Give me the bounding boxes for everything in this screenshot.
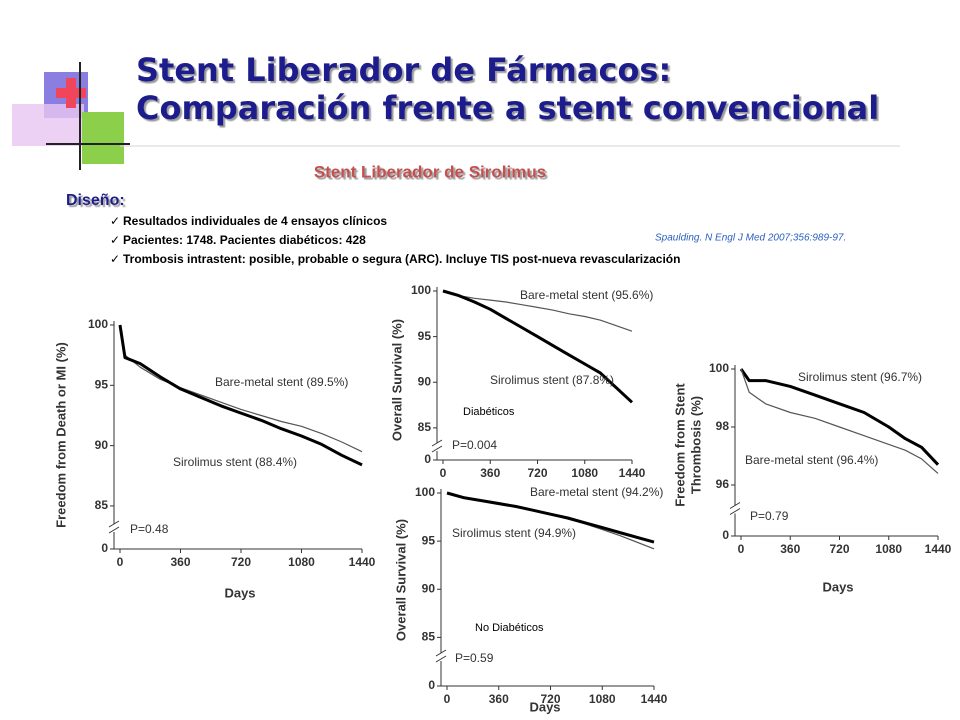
y-axis-label: Thrombosis (%) (688, 396, 703, 494)
x-tick-label: 1080 (589, 692, 616, 706)
y-axis-label: Overall Survival (%) (393, 519, 408, 641)
p-value: P=0.59 (455, 651, 494, 665)
x-tick-label: 1080 (875, 542, 902, 556)
x-tick-label: 0 (738, 542, 745, 556)
y-tick-label: 90 (95, 438, 109, 452)
axis-break (435, 649, 447, 663)
x-axis-label: Days (224, 585, 255, 600)
citation: Spaulding. N Engl J Med 2007;356:989-97. (655, 233, 846, 244)
p-value: P=0.79 (750, 509, 789, 523)
y-tick-label: 0 (101, 541, 108, 555)
title: Stent Liberador de Fármacos: (136, 51, 671, 89)
y-tick-label: 100 (88, 317, 108, 331)
survival-line (739, 368, 940, 466)
x-tick-label: 360 (170, 555, 190, 569)
x-tick-label: 1440 (641, 692, 668, 706)
logo (12, 62, 130, 170)
x-tick-label: 360 (780, 542, 800, 556)
y-tick-label: 0 (428, 678, 435, 692)
series-label: Sirolimus stent (88.4%) (173, 455, 297, 469)
survival-line (118, 324, 363, 467)
design-heading: Diseño: (66, 192, 125, 209)
x-tick-label: 720 (829, 542, 849, 556)
y-tick-label: 90 (418, 374, 432, 388)
axis-break (431, 439, 443, 453)
x-tick-label: 0 (444, 692, 451, 706)
bullet: Resultados individuales de 4 ensayos clí… (123, 214, 387, 228)
y-axis-label: Freedom from Death or MI (%) (53, 342, 68, 528)
x-tick-label: 720 (231, 555, 251, 569)
survival-line (442, 290, 633, 332)
y-tick-label: 95 (422, 533, 436, 547)
axis-break (108, 520, 120, 534)
y-tick-label: 98 (716, 419, 730, 433)
series-label: Bare-metal stent (95.6%) (520, 288, 653, 302)
y-axis-label: Freedom from Stent (672, 383, 687, 507)
x-tick-label: 1080 (571, 466, 598, 480)
x-tick-label: 0 (440, 466, 447, 480)
y-tick-label: 95 (95, 377, 109, 391)
series-label: Sirolimus stent (96.7%) (798, 370, 922, 384)
bullet: Pacientes: 1748. Pacientes diabéticos: 4… (123, 233, 366, 247)
y-tick-label: 0 (722, 528, 729, 542)
x-axis-label: Days (529, 699, 560, 714)
x-tick-label: 1440 (619, 466, 646, 480)
x-tick-label: 0 (117, 555, 124, 569)
survival-line (119, 324, 363, 453)
x-tick-label: 720 (527, 466, 547, 480)
y-tick-label: 100 (411, 283, 431, 297)
y-tick-label: 90 (422, 581, 436, 595)
series-label: Bare-metal stent (89.5%) (215, 375, 348, 389)
y-tick-label: 95 (418, 329, 432, 343)
y-tick-label: 85 (95, 498, 109, 512)
subtitle: Stent Liberador de Sirolimus (314, 162, 546, 181)
y-tick-label: 0 (424, 452, 431, 466)
check: ✓ (110, 214, 120, 228)
x-tick-label: 360 (480, 466, 500, 480)
axis-break (729, 502, 741, 515)
x-tick-label: 1440 (925, 542, 952, 556)
series-label: Bare-metal stent (94.2%) (530, 485, 663, 499)
y-axis-label: Overall Survival (%) (389, 319, 404, 441)
panel-label: Diabéticos (463, 406, 515, 418)
series-label: Bare-metal stent (96.4%) (745, 453, 878, 467)
x-axis-label: Days (822, 579, 853, 594)
y-tick-label: 100 (415, 485, 435, 499)
panel-label: No Diabéticos (475, 622, 544, 634)
x-tick-label: 720 (540, 692, 560, 706)
bullet: Trombosis intrastent: posible, probable … (123, 252, 680, 266)
x-tick-label: 1440 (349, 555, 376, 569)
check: ✓ (110, 252, 120, 266)
y-tick-label: 85 (422, 630, 436, 644)
y-tick-label: 85 (418, 420, 432, 434)
x-tick-label: 1080 (288, 555, 315, 569)
series-label: Sirolimus stent (94.9%) (452, 526, 576, 540)
p-value: P=0.004 (452, 438, 497, 452)
survival-line (446, 491, 655, 544)
p-value: P=0.48 (130, 522, 169, 536)
y-tick-label: 96 (716, 477, 730, 491)
y-tick-label: 100 (709, 361, 729, 375)
title: Comparación frente a stent convencional (136, 89, 879, 127)
x-tick-label: 360 (489, 692, 509, 706)
survival-line (740, 368, 939, 474)
survival-line (442, 289, 634, 404)
check: ✓ (110, 233, 120, 247)
series-label: Sirolimus stent (87.8%) (490, 373, 614, 387)
